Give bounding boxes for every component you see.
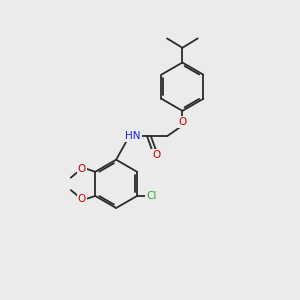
Text: HN: HN <box>125 131 140 141</box>
Text: O: O <box>152 150 160 160</box>
Text: O: O <box>78 164 86 174</box>
Text: O: O <box>178 117 187 127</box>
Text: Cl: Cl <box>146 191 156 201</box>
Text: O: O <box>78 194 86 204</box>
